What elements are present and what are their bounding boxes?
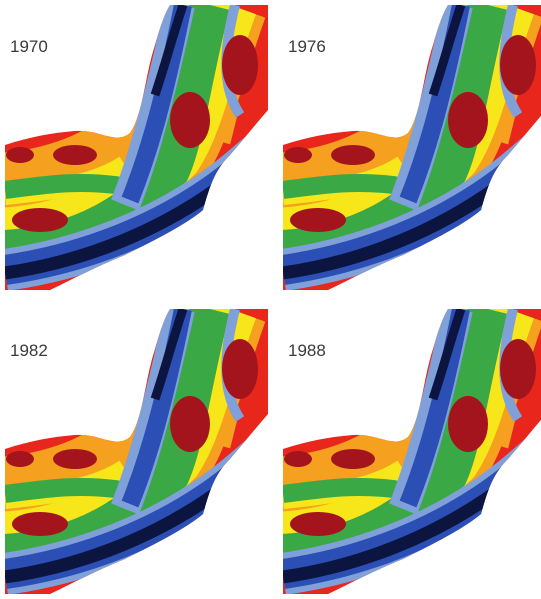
year-label: 1988 bbox=[288, 341, 326, 360]
year-label: 1982 bbox=[10, 341, 48, 360]
year-label: 1970 bbox=[10, 37, 48, 56]
figure: 1970 1976 1982 1988 bbox=[0, 0, 541, 599]
year-label: 1976 bbox=[288, 37, 326, 56]
page: 1970 1976 1982 1988 (() => { const data … bbox=[0, 0, 541, 599]
